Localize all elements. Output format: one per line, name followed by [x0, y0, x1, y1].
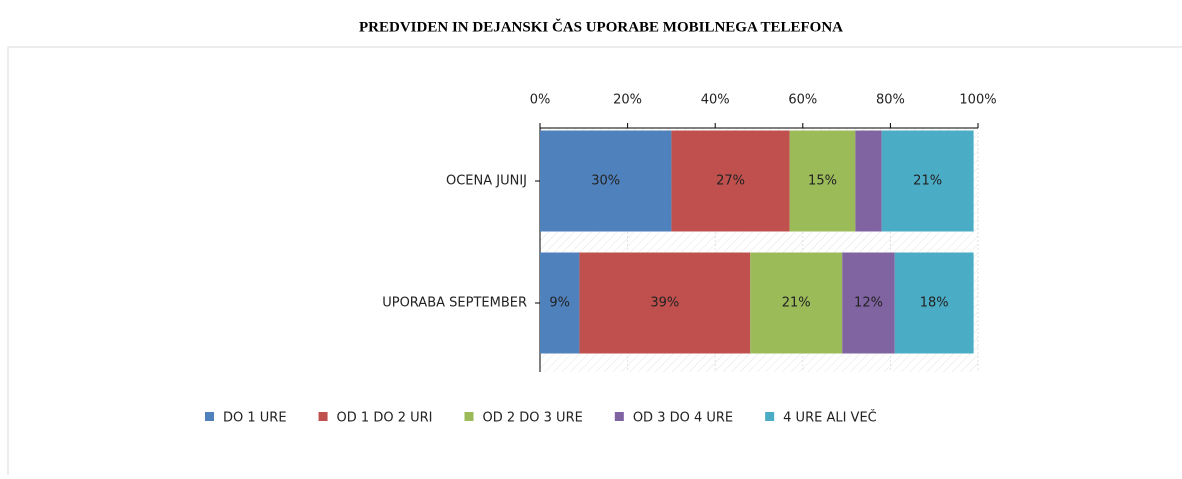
legend-label: DO 1 URE — [223, 411, 287, 426]
data-label: 27% — [716, 174, 745, 189]
frame — [7, 46, 1182, 475]
data-label: 12% — [854, 296, 883, 311]
bar-segment — [842, 252, 895, 354]
x-tick-label: 60% — [788, 93, 817, 108]
data-label: 18% — [920, 296, 949, 311]
bar-segment — [881, 130, 974, 232]
legend-label: OD 1 DO 2 URI — [337, 411, 433, 426]
legend-label: OD 2 DO 3 URE — [483, 411, 583, 426]
bar-segment — [750, 252, 843, 354]
data-label: 9% — [549, 296, 570, 311]
x-tick-label: 100% — [959, 93, 996, 108]
data-label: 15% — [808, 174, 837, 189]
bar-segment — [671, 130, 790, 232]
bar-segment — [789, 130, 856, 232]
x-tick-label: 40% — [701, 93, 730, 108]
chart-title: PREDVIDEN IN DEJANSKI ČAS UPORABE MOBILN… — [359, 18, 843, 35]
bar-segment — [540, 130, 672, 232]
data-label: 21% — [913, 174, 942, 189]
bar-segment — [579, 252, 751, 354]
legend-swatch — [464, 412, 474, 421]
data-label: 39% — [650, 296, 679, 311]
x-tick-label: 0% — [530, 93, 551, 108]
x-tick-label: 80% — [876, 93, 905, 108]
bar-segment — [855, 130, 882, 232]
bar-segment — [894, 252, 974, 354]
legend-swatch — [614, 412, 624, 421]
legend-swatch — [205, 412, 214, 421]
legend-swatch — [765, 412, 775, 421]
x-tick-label: 20% — [613, 93, 642, 108]
data-label: 30% — [591, 174, 620, 189]
legend-label: 4 URE ALI VEČ — [783, 410, 877, 426]
data-label: 21% — [782, 296, 811, 311]
legend-label: OD 3 DO 4 URE — [633, 411, 733, 426]
bar-segment — [540, 252, 580, 354]
legend-swatch — [318, 412, 328, 421]
y-tick-label: OCENA JUNIJ — [446, 174, 527, 189]
y-tick-label: UPORABA SEPTEMBER — [382, 296, 527, 311]
